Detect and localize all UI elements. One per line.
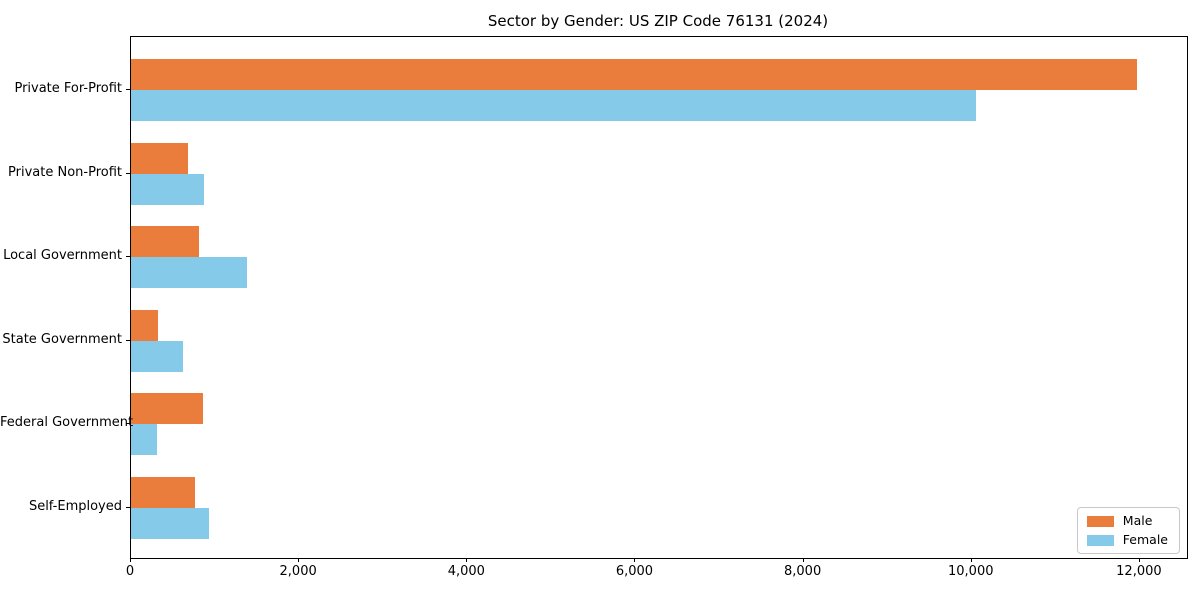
y-axis-tick [126,256,130,257]
bar-male-6 [131,476,195,508]
chart-title: Sector by Gender: US ZIP Code 76131 (202… [487,12,829,30]
bar-female-1 [131,90,976,121]
bar-male-2 [131,142,189,174]
x-axis-tick-label: 2,000 [279,564,317,579]
y-axis-label: Private Non-Profit [8,164,122,180]
x-axis-tick-label: 10,000 [948,564,994,579]
y-axis-tick [126,172,130,174]
female-legend-swatch [1086,534,1114,546]
bar-male-3 [131,226,199,257]
bar-female-5 [131,424,158,455]
x-axis-tick-label: 6,000 [615,564,654,579]
x-axis-tick-label: 12,000 [1116,564,1162,579]
legend-item-male: Male [1086,513,1168,528]
y-axis-tick [126,506,130,508]
bar-female-2 [131,173,204,205]
legend-item-female: Female [1086,532,1168,547]
bar-female-6 [131,507,210,539]
plot-area: Male Female [130,36,1188,559]
x-axis-tick [1138,558,1140,562]
y-axis-label: Self-Employed [28,498,122,514]
x-axis-tick-label: 8,000 [784,564,822,579]
bar-male-4 [131,309,158,341]
y-axis-label: Federal Government [0,415,134,430]
x-axis-tick [634,558,636,562]
y-axis-tick [126,89,130,90]
bar-female-3 [131,257,247,288]
y-axis-label: Local Government [3,248,122,263]
x-axis-tick [466,558,468,562]
male-legend-swatch [1086,515,1114,527]
y-axis-tick [126,339,130,341]
x-axis-tick [298,558,300,562]
legend: Male Female [1076,507,1180,554]
x-axis-tick-label: 4,000 [447,564,485,579]
female-legend-label: Female [1122,532,1168,547]
y-axis-label: Private For-Profit [14,81,122,96]
y-axis-tick [126,423,130,424]
y-axis-label: State Government [2,331,122,347]
x-axis-tick [802,558,804,562]
x-axis-tick-label: 0 [125,564,135,579]
bar-male-5 [131,393,204,424]
male-legend-label: Male [1122,513,1153,528]
x-axis-tick [130,558,131,562]
x-axis-tick [970,558,972,562]
bar-male-1 [131,59,1137,90]
bar-female-4 [131,340,183,372]
